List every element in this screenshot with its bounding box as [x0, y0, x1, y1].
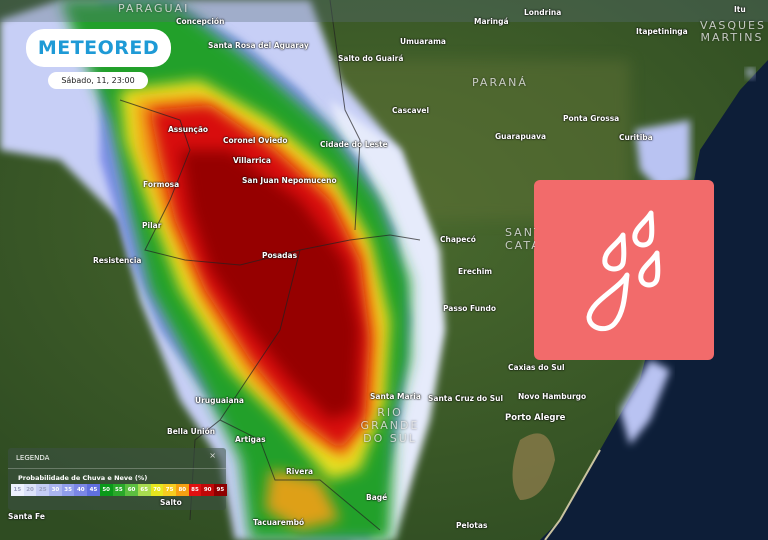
city-label: Londrina [524, 8, 562, 17]
legend-swatch: 40 [74, 484, 88, 496]
legend-swatch: 85 [188, 484, 202, 496]
legend-close-button[interactable]: × [209, 451, 216, 460]
legend-swatch: 15 [11, 484, 24, 496]
city-label: Pilar [142, 221, 162, 230]
region-label: PARANÁ [472, 76, 528, 89]
legend-subtitle: Probabilidade de Chuva e Neve (%) [18, 474, 148, 482]
region-label: RIO GRANDE DO SUL [360, 406, 420, 445]
region-label: SANTA CATARINA [505, 226, 535, 252]
city-label: Guarapuava [495, 132, 547, 141]
city-label: Posadas [262, 251, 298, 260]
region-label: VASQUES MARTINS [700, 19, 766, 44]
city-label: Santa Maria [370, 392, 421, 401]
city-label: Itu [734, 5, 746, 14]
city-label: Formosa [143, 180, 180, 189]
legend-swatch: 25 [36, 484, 50, 496]
city-label: Passo Fundo [443, 304, 496, 313]
meteored-logo: METEORED [26, 29, 171, 67]
city-label: Chapecó [440, 235, 476, 244]
city-label: Curitiba [619, 133, 653, 142]
legend-swatch: 60 [125, 484, 138, 496]
city-label: Umuarama [400, 37, 446, 46]
region-label: PARAGUAI [118, 2, 190, 15]
city-label: Concepción [176, 17, 225, 26]
city-label: Assunção [168, 125, 209, 134]
city-label: Ponta Grossa [563, 114, 620, 123]
city-label: Artigas [235, 435, 266, 444]
city-label: Bella Unión [167, 427, 216, 436]
city-label: Salto [160, 498, 182, 507]
forecast-date: Sábado, 11, 23:00 [48, 72, 148, 89]
city-label: Cidade do Leste [320, 140, 388, 149]
legend-swatch: 75 [163, 484, 176, 496]
legend-swatch: 55 [112, 484, 126, 496]
city-label: Maringá [474, 17, 509, 26]
city-label: Rivera [286, 467, 314, 476]
city-label: Bagé [366, 493, 388, 502]
legend-swatch: 80 [175, 484, 189, 496]
legend-scale: 15 20 25 30 35 40 45 50 55 60 65 70 75 80 85 90 95 [11, 484, 227, 496]
city-label: Santa Fe [8, 512, 45, 521]
legend-panel: LEGENDA × Probabilidade de Chuva e Neve … [8, 448, 227, 510]
city-label: Pelotas [456, 521, 488, 530]
legend-swatch: 20 [23, 484, 37, 496]
city-label: Tacuarembó [253, 518, 305, 527]
city-label: Itapetininga [636, 27, 688, 36]
city-label: Salto do Guairá [338, 54, 404, 63]
legend-swatch: 30 [49, 484, 62, 496]
top-band [0, 0, 768, 22]
city-label: Coronel Oviedo [223, 136, 288, 145]
rain-drops-icon [586, 210, 661, 332]
city-label: San Juan Nepomuceno [242, 176, 337, 185]
divider [8, 468, 226, 469]
city-label: Cascavel [392, 106, 430, 115]
legend-swatch: 65 [137, 484, 151, 496]
city-label: Santa Cruz do Sul [428, 394, 504, 403]
legend-title: LEGENDA [16, 454, 50, 462]
city-label: Erechim [458, 267, 493, 276]
legend-swatch: 45 [87, 484, 100, 496]
legend-swatch: 50 [99, 484, 113, 496]
legend-swatch: 90 [201, 484, 214, 496]
legend-swatch: 70 [150, 484, 164, 496]
legend-swatch: 95 [214, 484, 227, 496]
city-label: Porto Alegre [505, 413, 566, 423]
rain-card [534, 180, 714, 360]
city-label: Villarrica [233, 156, 271, 165]
city-label: Novo Hamburgo [518, 392, 587, 401]
city-label: Resistencia [93, 256, 142, 265]
city-label: Caxias do Sul [508, 363, 565, 372]
legend-swatch: 35 [61, 484, 75, 496]
city-label: Santa Rosa del Aguaray [208, 41, 309, 50]
city-label: Uruguaiana [195, 396, 244, 405]
